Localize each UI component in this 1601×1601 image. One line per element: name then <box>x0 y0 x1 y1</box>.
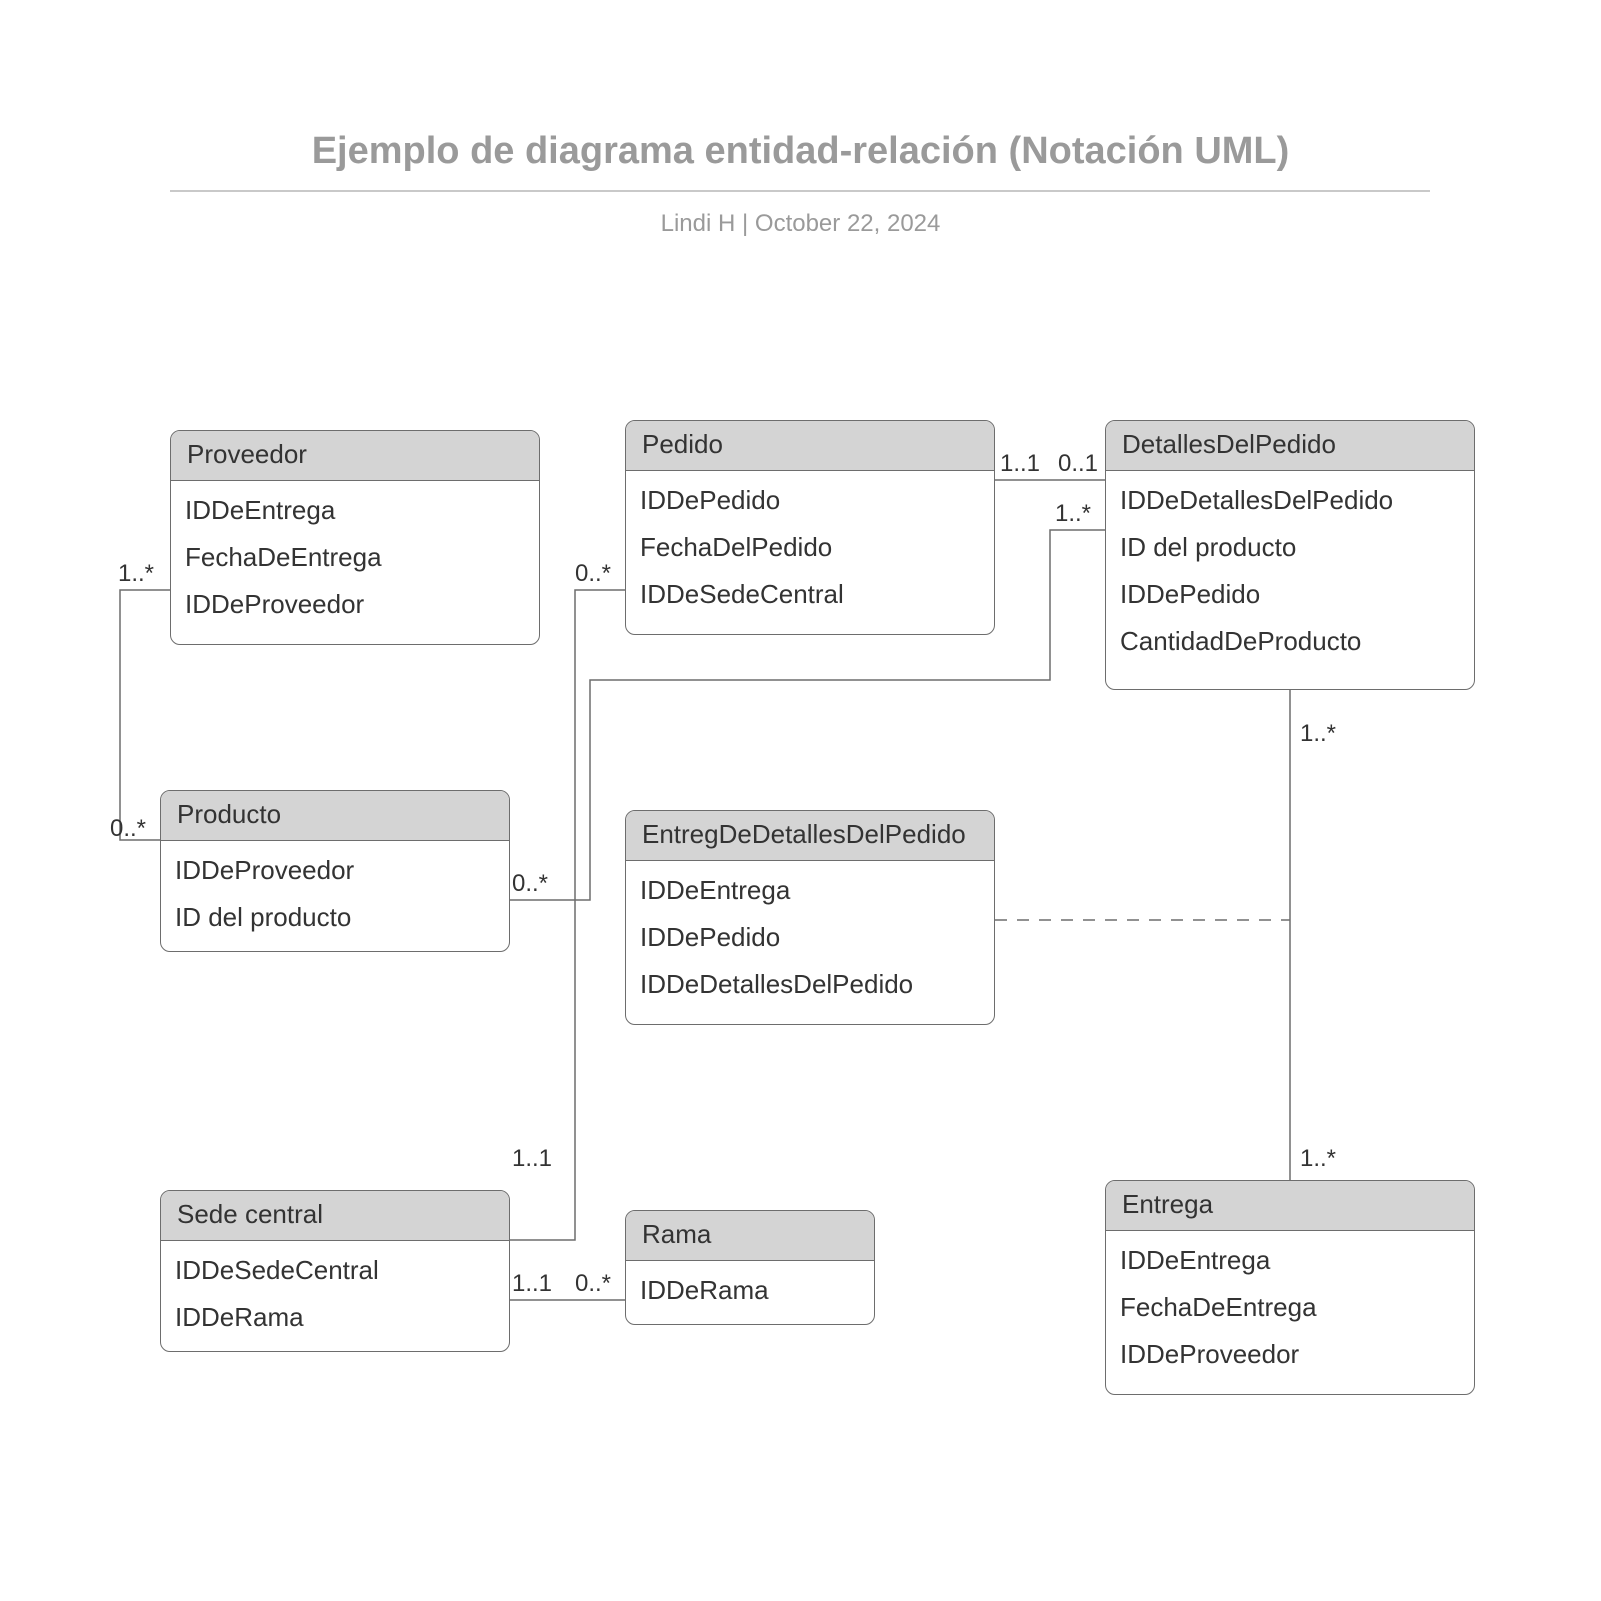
entity-entrega-attr: IDDeEntrega <box>1120 1237 1460 1284</box>
entity-detalles: DetallesDelPedidoIDDeDetallesDelPedidoID… <box>1105 420 1475 690</box>
diagram-title: Ejemplo de diagrama entidad-relación (No… <box>0 130 1601 173</box>
entity-entrega-attr: FechaDeEntrega <box>1120 1284 1460 1331</box>
edge-proveedor-producto-label: 0..* <box>110 815 146 843</box>
entity-detalles-attr: ID del producto <box>1120 524 1460 571</box>
entity-pedido-attr: FechaDelPedido <box>640 524 980 571</box>
edge-detalles-entrega-label: 1..* <box>1300 720 1336 748</box>
edge-sede-rama-label: 1..1 <box>512 1270 552 1298</box>
title-rule <box>170 190 1430 192</box>
edge-proveedor-producto-label: 1..* <box>118 560 154 588</box>
entity-producto-header: Producto <box>161 791 509 841</box>
entity-proveedor-attr: FechaDeEntrega <box>185 534 525 581</box>
entity-entregdet-body: IDDeEntregaIDDePedidoIDDeDetallesDelPedi… <box>626 861 994 1018</box>
edge-detalles-producto-label: 0..* <box>512 870 548 898</box>
edge-pedido-sede <box>510 590 625 1240</box>
entity-sede-header: Sede central <box>161 1191 509 1241</box>
diagram-subtitle: Lindi H | October 22, 2024 <box>0 210 1601 238</box>
entity-producto-attr: IDDeProveedor <box>175 847 495 894</box>
edge-sede-rama-label: 0..* <box>575 1270 611 1298</box>
edge-pedido-detalles-label: 0..1 <box>1058 450 1098 478</box>
entity-pedido-attr: IDDeSedeCentral <box>640 571 980 618</box>
entity-pedido-body: IDDePedidoFechaDelPedidoIDDeSedeCentral <box>626 471 994 628</box>
entity-producto: ProductoIDDeProveedorID del producto <box>160 790 510 952</box>
entity-rama: Rama IDDeRama <box>625 1210 875 1325</box>
entity-entrega-header: Entrega <box>1106 1181 1474 1231</box>
edge-detalles-entrega-label: 1..* <box>1300 1145 1336 1173</box>
entity-proveedor-header: Proveedor <box>171 431 539 481</box>
edge-pedido-detalles-label: 1..1 <box>1000 450 1040 478</box>
entity-pedido-attr: IDDePedido <box>640 477 980 524</box>
entity-pedido: PedidoIDDePedidoFechaDelPedidoIDDeSedeCe… <box>625 420 995 635</box>
edge-pedido-sede-label: 1..1 <box>512 1145 552 1173</box>
entity-detalles-body: IDDeDetallesDelPedidoID del productoIDDe… <box>1106 471 1474 675</box>
entity-detalles-attr: CantidadDeProducto <box>1120 618 1460 665</box>
entity-proveedor: ProveedorIDDeEntregaFechaDeEntregaIDDePr… <box>170 430 540 645</box>
edge-detalles-producto-label: 1..* <box>1055 500 1091 528</box>
entity-producto-attr: ID del producto <box>175 894 495 941</box>
entity-rama-attr: IDDeRama <box>640 1267 860 1314</box>
entity-producto-body: IDDeProveedorID del producto <box>161 841 509 951</box>
entity-proveedor-attr: IDDeProveedor <box>185 581 525 628</box>
entity-sede-attr: IDDeRama <box>175 1294 495 1341</box>
entity-rama-body: IDDeRama <box>626 1261 874 1324</box>
entity-detalles-header: DetallesDelPedido <box>1106 421 1474 471</box>
entity-entregdet-attr: IDDePedido <box>640 914 980 961</box>
entity-pedido-header: Pedido <box>626 421 994 471</box>
edge-pedido-sede-label: 0..* <box>575 560 611 588</box>
entity-entrega: EntregaIDDeEntregaFechaDeEntregaIDDeProv… <box>1105 1180 1475 1395</box>
entity-entregdet-attr: IDDeDetallesDelPedido <box>640 961 980 1008</box>
entity-entregdet-header: EntregDeDetallesDelPedido <box>626 811 994 861</box>
entity-entregdet: EntregDeDetallesDelPedidoIDDeEntregaIDDe… <box>625 810 995 1025</box>
entity-proveedor-attr: IDDeEntrega <box>185 487 525 534</box>
entity-detalles-attr: IDDePedido <box>1120 571 1460 618</box>
entity-entrega-body: IDDeEntregaFechaDeEntregaIDDeProveedor <box>1106 1231 1474 1388</box>
diagram-canvas: { "header": { "title": "Ejemplo de diagr… <box>0 0 1601 1601</box>
entity-rama-header: Rama <box>626 1211 874 1261</box>
entity-sede: Sede centralIDDeSedeCentralIDDeRama <box>160 1190 510 1352</box>
entity-detalles-attr: IDDeDetallesDelPedido <box>1120 477 1460 524</box>
entity-proveedor-body: IDDeEntregaFechaDeEntregaIDDeProveedor <box>171 481 539 638</box>
entity-entrega-attr: IDDeProveedor <box>1120 1331 1460 1378</box>
entity-sede-body: IDDeSedeCentralIDDeRama <box>161 1241 509 1351</box>
entity-entregdet-attr: IDDeEntrega <box>640 867 980 914</box>
entity-sede-attr: IDDeSedeCentral <box>175 1247 495 1294</box>
